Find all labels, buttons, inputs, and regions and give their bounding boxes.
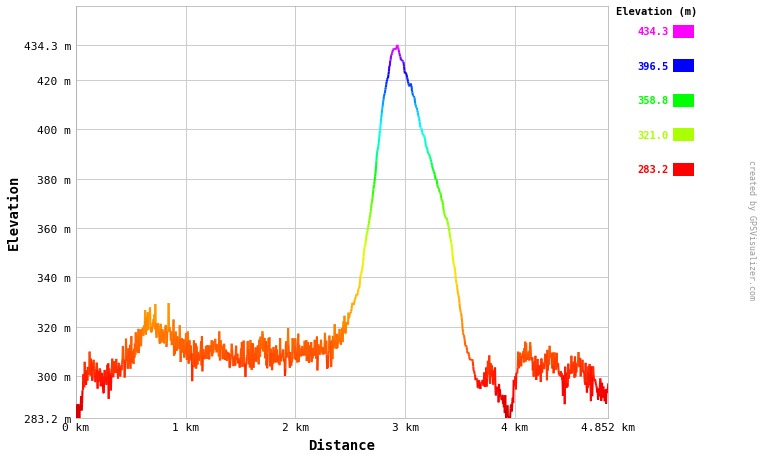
Text: created by GPSVisualizer.com: created by GPSVisualizer.com: [747, 160, 756, 299]
Text: Elevation (m): Elevation (m): [616, 7, 697, 17]
X-axis label: Distance: Distance: [309, 438, 375, 452]
Y-axis label: Elevation: Elevation: [7, 175, 21, 250]
Text: 434.3: 434.3: [638, 27, 669, 37]
Text: 283.2: 283.2: [638, 165, 669, 175]
Text: 358.8: 358.8: [638, 96, 669, 106]
Text: 396.5: 396.5: [638, 62, 669, 72]
Text: 321.0: 321.0: [638, 130, 669, 140]
